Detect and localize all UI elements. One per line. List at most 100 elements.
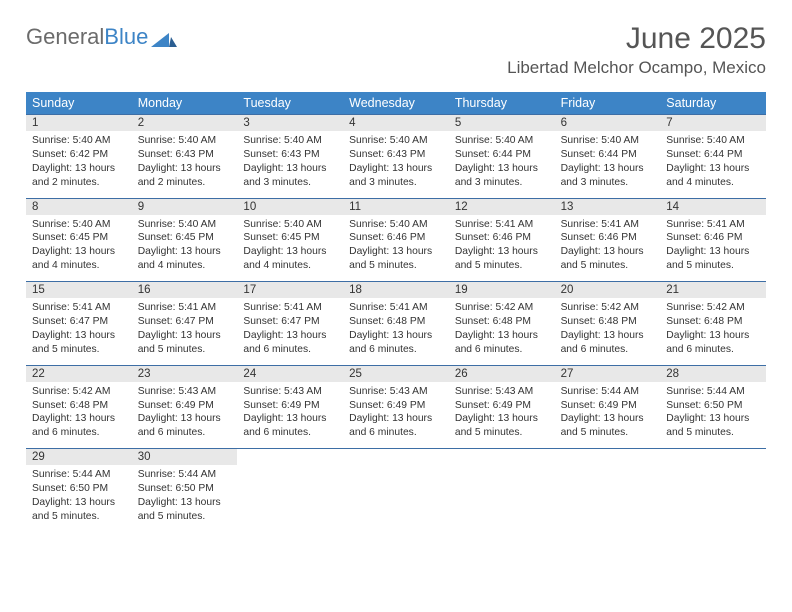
daylight-text: Daylight: 13 hours and 5 minutes. (349, 245, 443, 273)
calendar-day: 23Sunrise: 5:43 AMSunset: 6:49 PMDayligh… (132, 366, 238, 449)
calendar-day (343, 449, 449, 532)
day-content: Sunrise: 5:42 AMSunset: 6:48 PMDaylight:… (26, 382, 132, 449)
daylight-text: Daylight: 13 hours and 6 minutes. (243, 412, 337, 440)
title-block: June 2025 Libertad Melchor Ocampo, Mexic… (507, 22, 766, 78)
calendar-day: 7Sunrise: 5:40 AMSunset: 6:44 PMDaylight… (660, 115, 766, 198)
day-number: 10 (237, 199, 343, 215)
weekday-header-row: Sunday Monday Tuesday Wednesday Thursday… (26, 92, 766, 114)
sunset-text: Sunset: 6:46 PM (666, 231, 760, 245)
day-content: Sunrise: 5:43 AMSunset: 6:49 PMDaylight:… (132, 382, 238, 449)
sunset-text: Sunset: 6:49 PM (243, 399, 337, 413)
sunrise-text: Sunrise: 5:43 AM (138, 385, 232, 399)
daylight-text: Daylight: 13 hours and 5 minutes. (138, 496, 232, 524)
sunset-text: Sunset: 6:45 PM (138, 231, 232, 245)
calendar-day: 4Sunrise: 5:40 AMSunset: 6:43 PMDaylight… (343, 115, 449, 198)
day-content: Sunrise: 5:41 AMSunset: 6:47 PMDaylight:… (132, 298, 238, 365)
day-number: 3 (237, 115, 343, 131)
sunrise-text: Sunrise: 5:40 AM (349, 134, 443, 148)
day-number: 22 (26, 366, 132, 382)
sunrise-text: Sunrise: 5:42 AM (455, 301, 549, 315)
calendar-day: 21 Sunrise: 5:42 AMSunset: 6:48 PMDayligh… (660, 282, 766, 365)
sunrise-text: Sunrise: 5:40 AM (32, 218, 126, 232)
day-number: 30 (132, 449, 238, 465)
logo: GeneralBlue (26, 22, 177, 48)
sunrise-text: Sunrise: 5:41 AM (243, 301, 337, 315)
calendar-day: 30Sunrise: 5:44 AMSunset: 6:50 PMDayligh… (132, 449, 238, 532)
sunrise-text: Sunrise: 5:40 AM (349, 218, 443, 232)
weekday-header: Thursday (449, 92, 555, 114)
sunrise-text: Sunrise: 5:40 AM (666, 134, 760, 148)
day-content: Sunrise: 5:40 AMSunset: 6:43 PMDaylight:… (237, 131, 343, 198)
daylight-text: Daylight: 13 hours and 6 minutes. (349, 412, 443, 440)
day-content: Sunrise: 5:41 AMSunset: 6:47 PMDaylight:… (237, 298, 343, 365)
sunset-text: Sunset: 6:48 PM (561, 315, 655, 329)
day-number: 27 (555, 366, 661, 382)
daylight-text: Daylight: 13 hours and 6 minutes. (561, 329, 655, 357)
sunset-text: Sunset: 6:48 PM (666, 315, 760, 329)
calendar-day: 26Sunrise: 5:43 AMSunset: 6:49 PMDayligh… (449, 366, 555, 449)
sunset-text: Sunset: 6:43 PM (349, 148, 443, 162)
calendar-day: 10Sunrise: 5:40 AMSunset: 6:45 PMDayligh… (237, 199, 343, 282)
day-content: Sunrise: 5:40 AMSunset: 6:43 PMDaylight:… (132, 131, 238, 198)
weekday-header: Wednesday (343, 92, 449, 114)
day-content: Sunrise: 5:43 AMSunset: 6:49 PMDaylight:… (449, 382, 555, 449)
day-number: 16 (132, 282, 238, 298)
daylight-text: Daylight: 13 hours and 2 minutes. (138, 162, 232, 190)
daylight-text: Daylight: 13 hours and 4 minutes. (243, 245, 337, 273)
daylight-text: Daylight: 13 hours and 3 minutes. (455, 162, 549, 190)
sunrise-text: Sunrise: 5:43 AM (349, 385, 443, 399)
day-content: Sunrise: 5:44 AMSunset: 6:50 PMDaylight:… (660, 382, 766, 449)
daylight-text: Daylight: 13 hours and 5 minutes. (138, 329, 232, 357)
logo-triangle-icon (151, 27, 177, 47)
calendar-day: 9Sunrise: 5:40 AMSunset: 6:45 PMDaylight… (132, 199, 238, 282)
day-number: 7 (660, 115, 766, 131)
sunrise-text: Sunrise: 5:43 AM (455, 385, 549, 399)
sunrise-text: Sunrise: 5:42 AM (666, 301, 760, 315)
calendar-day: 22Sunrise: 5:42 AMSunset: 6:48 PMDayligh… (26, 366, 132, 449)
day-number: 21 (660, 282, 766, 298)
calendar-day (449, 449, 555, 532)
day-content: Sunrise: 5:44 AMSunset: 6:49 PMDaylight:… (555, 382, 661, 449)
day-content: Sunrise: 5:40 AMSunset: 6:45 PMDaylight:… (26, 215, 132, 282)
sunrise-text: Sunrise: 5:42 AM (32, 385, 126, 399)
sunrise-text: Sunrise: 5:44 AM (561, 385, 655, 399)
day-number: 1 (26, 115, 132, 131)
logo-word2: Blue (104, 26, 148, 48)
calendar-week: 1Sunrise: 5:40 AMSunset: 6:42 PMDaylight… (26, 114, 766, 198)
daylight-text: Daylight: 13 hours and 5 minutes. (561, 412, 655, 440)
sunrise-text: Sunrise: 5:40 AM (138, 134, 232, 148)
day-content: Sunrise: 5:40 AMSunset: 6:44 PMDaylight:… (660, 131, 766, 198)
sunset-text: Sunset: 6:49 PM (349, 399, 443, 413)
day-content: Sunrise: 5:40 AMSunset: 6:44 PMDaylight:… (449, 131, 555, 198)
day-content: Sunrise: 5:41 AMSunset: 6:46 PMDaylight:… (449, 215, 555, 282)
day-number: 2 (132, 115, 238, 131)
day-number: 19 (449, 282, 555, 298)
day-number: 5 (449, 115, 555, 131)
day-number: 12 (449, 199, 555, 215)
day-content: Sunrise: 5:42 AMSunset: 6:48 PMDaylight:… (555, 298, 661, 365)
calendar-day: 5Sunrise: 5:40 AMSunset: 6:44 PMDaylight… (449, 115, 555, 198)
daylight-text: Daylight: 13 hours and 6 minutes. (455, 329, 549, 357)
calendar-day: 8Sunrise: 5:40 AMSunset: 6:45 PMDaylight… (26, 199, 132, 282)
day-content: Sunrise: 5:40 AMSunset: 6:45 PMDaylight:… (237, 215, 343, 282)
sunset-text: Sunset: 6:45 PM (243, 231, 337, 245)
calendar-day: 2Sunrise: 5:40 AMSunset: 6:43 PMDaylight… (132, 115, 238, 198)
day-content: Sunrise: 5:44 AMSunset: 6:50 PMDaylight:… (26, 465, 132, 532)
day-content: Sunrise: 5:40 AMSunset: 6:42 PMDaylight:… (26, 131, 132, 198)
page-header: GeneralBlue June 2025 Libertad Melchor O… (26, 22, 766, 78)
daylight-text: Daylight: 13 hours and 6 minutes. (32, 412, 126, 440)
day-content: Sunrise: 5:44 AMSunset: 6:50 PMDaylight:… (132, 465, 238, 532)
sunset-text: Sunset: 6:46 PM (455, 231, 549, 245)
weekday-header: Tuesday (237, 92, 343, 114)
day-content: Sunrise: 5:43 AMSunset: 6:49 PMDaylight:… (237, 382, 343, 449)
daylight-text: Daylight: 13 hours and 5 minutes. (666, 412, 760, 440)
sunset-text: Sunset: 6:42 PM (32, 148, 126, 162)
calendar-week: 29Sunrise: 5:44 AMSunset: 6:50 PMDayligh… (26, 448, 766, 532)
daylight-text: Daylight: 13 hours and 6 minutes. (666, 329, 760, 357)
sunset-text: Sunset: 6:44 PM (666, 148, 760, 162)
sunset-text: Sunset: 6:43 PM (138, 148, 232, 162)
sunset-text: Sunset: 6:48 PM (455, 315, 549, 329)
sunrise-text: Sunrise: 5:42 AM (561, 301, 655, 315)
calendar-day: 27Sunrise: 5:44 AMSunset: 6:49 PMDayligh… (555, 366, 661, 449)
day-number: 11 (343, 199, 449, 215)
